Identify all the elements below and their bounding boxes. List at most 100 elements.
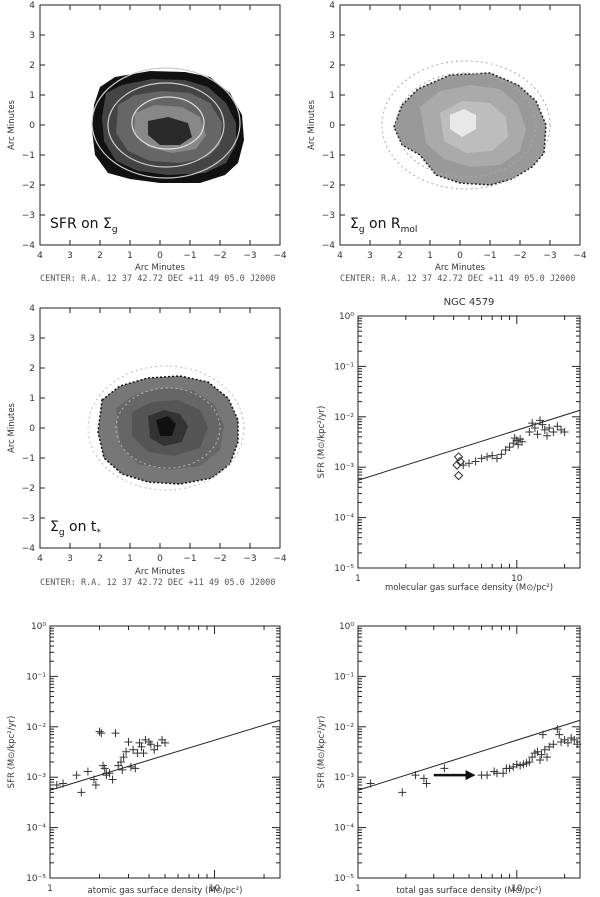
map-overlay-contour (381, 60, 551, 190)
map-panel-label: Σg on t* (50, 519, 101, 538)
map-x-tick-label: 0 (157, 554, 163, 564)
plot-frame (357, 315, 581, 569)
map-x-tick-label: −3 (543, 251, 556, 261)
map-x-tick-label: 1 (427, 251, 433, 261)
plot-point-plus (102, 769, 111, 778)
map-x-tick-label: 4 (37, 554, 43, 564)
map-x-tick-label: −2 (513, 251, 526, 261)
map-y-axis-label: Arc Minutes (307, 99, 317, 150)
plot-point-plus (118, 765, 127, 774)
map-y-tick-label: 1 (29, 394, 35, 404)
plot-point-plus (557, 737, 566, 746)
plot-point-plus (543, 431, 552, 440)
plot-point-plus (161, 738, 169, 747)
plot-point-plus (72, 771, 81, 780)
map-y-tick-label: 0 (29, 121, 35, 131)
plot-point-diamond (453, 452, 464, 462)
plot-x-tick-label: 10 (209, 884, 221, 894)
plot-point-plus (471, 457, 480, 466)
map-x-axis-label: Arc Minutes (435, 263, 486, 273)
plot-point-plus (516, 435, 525, 444)
plot-x-tick-label: 10 (511, 884, 523, 894)
map-y-tick-label: −3 (22, 514, 35, 524)
plot-point-plus (108, 775, 117, 784)
map-boundary (97, 375, 239, 485)
plot-point-plus (52, 781, 61, 790)
plot-frame (49, 625, 281, 879)
plot-point-plus (525, 758, 534, 767)
plot-point-diamond (452, 460, 462, 470)
map-y-tick-label: −4 (22, 241, 36, 251)
map-y-tick-label: 3 (329, 31, 335, 41)
plot-point-plus (528, 419, 537, 428)
map-x-tick-label: 3 (367, 251, 373, 261)
plot-x-axis-label: total gas surface density (M⊙/pc²) (396, 886, 541, 896)
plot-y-tick-label: 10⁻¹ (26, 672, 46, 682)
plot-point-plus (100, 764, 109, 773)
plot-fit-line (49, 719, 281, 791)
map-x-tick-label: −2 (213, 554, 226, 564)
map-y-tick-label: 4 (29, 1, 35, 11)
map-y-tick-label: −2 (22, 484, 35, 494)
plot-y-tick-label: 10⁻⁵ (26, 874, 46, 884)
map-x-axis-label: Arc Minutes (135, 263, 186, 273)
map-overlay-contour (115, 387, 221, 469)
map-boundary (393, 72, 547, 186)
plot-point-plus (97, 729, 106, 738)
plot-point-plus (505, 443, 514, 452)
plot-point-plus (91, 781, 100, 790)
plot-point-plus (137, 742, 146, 751)
plot-point-plus (483, 771, 492, 780)
plot-frame (357, 625, 581, 879)
map-overlay-contour (395, 72, 537, 178)
plot-point-plus (540, 745, 549, 754)
map-x-tick-label: −3 (243, 251, 256, 261)
map-x-tick-label: 3 (67, 251, 73, 261)
plot-y-tick-label: 10⁻⁴ (26, 824, 46, 834)
plot-fit-line (357, 409, 581, 481)
plot-point-plus (419, 774, 428, 783)
map-y-tick-label: 2 (329, 61, 335, 71)
plot-y-tick-label: 10⁻⁴ (334, 514, 354, 524)
map-x-axis-label: Arc Minutes (135, 567, 186, 577)
plot-point-plus (77, 788, 86, 797)
plot-point-plus (483, 452, 492, 461)
plot-y-tick-label: 10⁻⁴ (334, 824, 354, 834)
map-y-tick-label: −3 (322, 211, 335, 221)
scatter-plot-total: total gas surface density (M⊙/pc²) SFR (… (317, 622, 582, 896)
plot-y-tick-label: 10⁻³ (334, 463, 354, 473)
map-contour-core (156, 416, 176, 436)
map-x-tick-label: −4 (273, 554, 287, 564)
map-center-coordinates: CENTER: R.A. 12 37 42.72 DEC +11 49 05.0… (40, 578, 275, 588)
plot-point-plus (553, 422, 562, 431)
plot-point-plus (89, 775, 98, 784)
plot-point-plus (530, 423, 539, 432)
plot-x-axis-label: atomic gas surface density (M⊙/pc²) (88, 886, 243, 896)
map-x-tick-label: −4 (273, 251, 287, 261)
plot-point-plus (536, 755, 545, 764)
map-x-tick-label: 1 (127, 251, 133, 261)
map-y-tick-label: 3 (29, 334, 35, 344)
map-y-tick-label: 2 (29, 61, 35, 71)
plot-x-tick-label: 10 (511, 574, 523, 584)
map-x-tick-label: 2 (397, 251, 403, 261)
plot-point-plus (510, 433, 519, 442)
plot-point-plus (398, 788, 407, 797)
plot-point-plus (411, 771, 420, 780)
plot-point-plus (497, 450, 506, 459)
map-x-tick-label: −1 (483, 251, 496, 261)
plot-point-plus (499, 769, 508, 778)
plot-y-tick-label: 10⁻² (334, 723, 354, 733)
plot-y-axis-label: SFR (M⊙/kpc²/yr) (7, 716, 17, 789)
plot-point-plus (543, 753, 552, 762)
plot-point-plus (549, 427, 558, 436)
plot-point-plus (153, 741, 162, 750)
map-contour-core (450, 109, 476, 137)
plot-point-plus (540, 425, 549, 434)
plot-y-tick-label: 10⁰ (339, 312, 354, 322)
plot-point-plus (129, 745, 138, 754)
